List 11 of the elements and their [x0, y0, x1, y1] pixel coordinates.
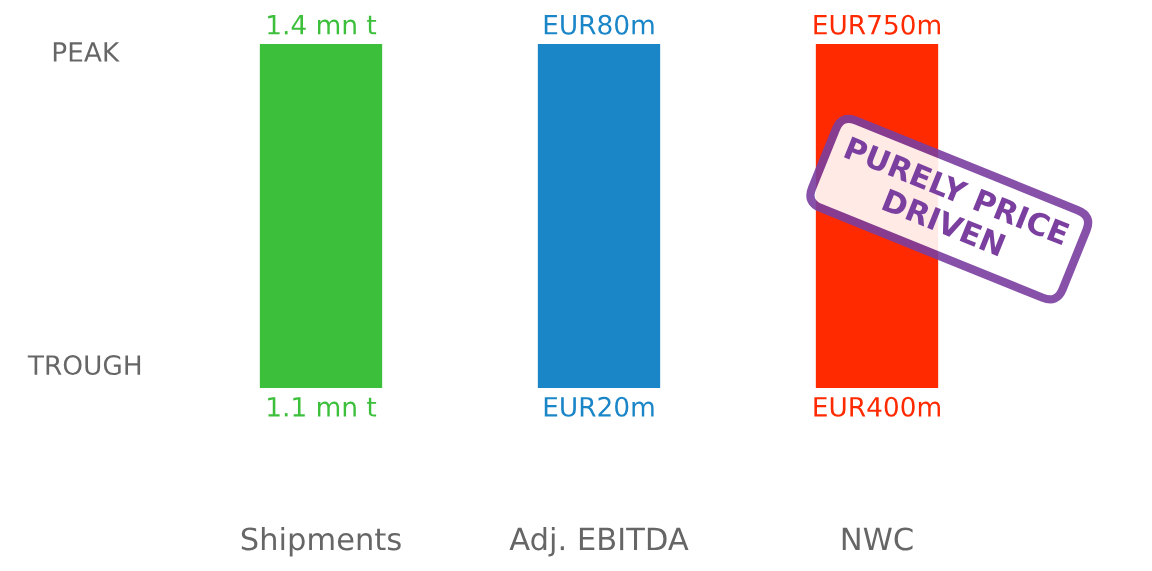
x-tick-label: NWC	[842, 527, 913, 551]
text: EUR750m	[814, 14, 940, 35]
text: EUR400m	[814, 396, 940, 417]
text: 1.4 mn t	[268, 15, 377, 35]
x-tick-label: Adj. EBITDA	[509, 526, 689, 557]
text: EUR80m	[544, 14, 654, 35]
text: PEAK	[53, 42, 120, 62]
text: TROUGH	[27, 355, 141, 376]
text: 1.1 mn t	[268, 397, 377, 417]
x-tick-label: Shipments	[241, 526, 401, 557]
text: EUR20m	[544, 396, 654, 417]
